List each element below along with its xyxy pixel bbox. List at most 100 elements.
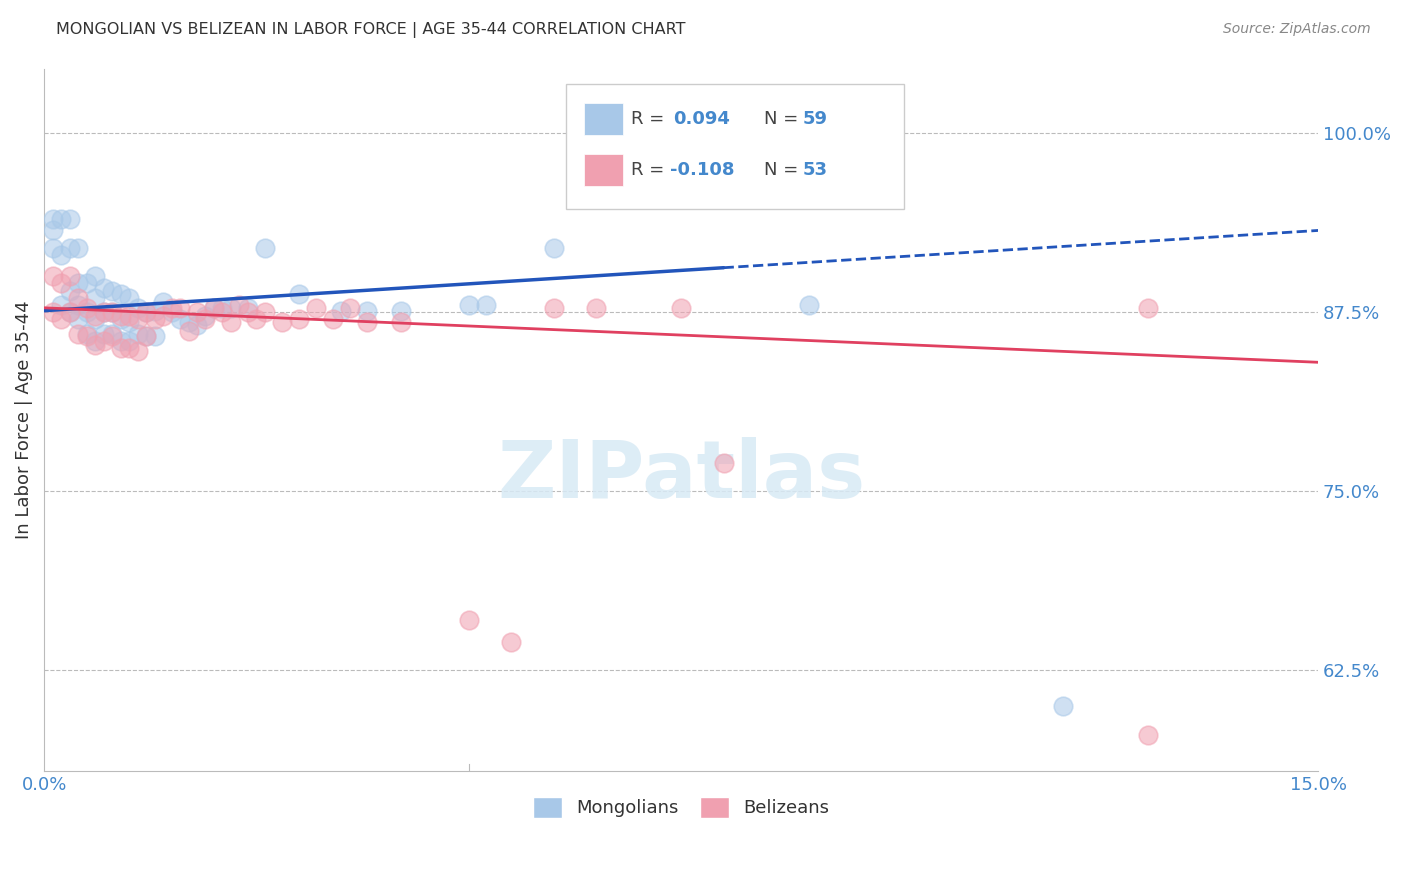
Point <box>169 312 191 326</box>
Point <box>118 315 141 329</box>
Point <box>457 613 479 627</box>
Text: MONGOLIAN VS BELIZEAN IN LABOR FORCE | AGE 35-44 CORRELATION CHART: MONGOLIAN VS BELIZEAN IN LABOR FORCE | A… <box>56 22 686 38</box>
Point <box>160 301 183 315</box>
Point <box>118 310 141 324</box>
Point <box>356 303 378 318</box>
Bar <box>585 103 623 135</box>
Point <box>84 269 107 284</box>
Point <box>186 305 208 319</box>
Point <box>389 315 412 329</box>
Point <box>101 329 124 343</box>
Point <box>58 284 80 298</box>
Point <box>93 334 115 348</box>
Point <box>127 312 149 326</box>
Point <box>84 334 107 348</box>
Point <box>330 303 353 318</box>
Point <box>797 298 820 312</box>
Point <box>288 286 311 301</box>
Point <box>219 301 242 315</box>
Point <box>143 312 166 326</box>
Point <box>177 324 200 338</box>
Point <box>49 248 72 262</box>
Y-axis label: In Labor Force | Age 35-44: In Labor Force | Age 35-44 <box>15 301 32 539</box>
Point <box>211 305 233 319</box>
Point <box>543 241 565 255</box>
Point <box>41 241 63 255</box>
Point <box>93 326 115 341</box>
Point <box>457 298 479 312</box>
Point <box>67 298 90 312</box>
Point <box>669 301 692 315</box>
Point <box>475 298 498 312</box>
Legend: Mongolians, Belizeans: Mongolians, Belizeans <box>526 789 837 825</box>
Point <box>135 329 157 343</box>
FancyBboxPatch shape <box>567 84 904 209</box>
Point <box>186 318 208 332</box>
Point <box>152 310 174 324</box>
Point <box>1137 301 1160 315</box>
Point <box>288 312 311 326</box>
Text: R =: R = <box>631 110 671 128</box>
Point <box>501 634 523 648</box>
Point <box>58 269 80 284</box>
Point <box>236 301 259 315</box>
Point <box>713 456 735 470</box>
Point <box>127 326 149 341</box>
Point <box>76 277 98 291</box>
Point <box>67 241 90 255</box>
Point <box>127 343 149 358</box>
Point <box>67 277 90 291</box>
Point <box>41 223 63 237</box>
Point <box>253 305 276 319</box>
Point <box>110 310 132 324</box>
Point <box>49 298 72 312</box>
Point <box>152 295 174 310</box>
Point <box>194 310 217 324</box>
Point <box>41 305 63 319</box>
Point <box>253 241 276 255</box>
Point <box>84 338 107 352</box>
Point <box>41 269 63 284</box>
Text: ZIPatlas: ZIPatlas <box>496 437 865 515</box>
Point <box>135 305 157 319</box>
Text: 59: 59 <box>803 110 827 128</box>
Point <box>1052 699 1074 714</box>
Point <box>101 305 124 319</box>
Point <box>76 301 98 315</box>
Text: N =: N = <box>763 110 804 128</box>
Point <box>339 301 361 315</box>
Point <box>101 305 124 319</box>
Text: 0.094: 0.094 <box>673 110 730 128</box>
Point <box>219 315 242 329</box>
Point <box>194 312 217 326</box>
Point <box>84 310 107 324</box>
Point <box>271 315 294 329</box>
Point <box>110 334 132 348</box>
Text: Source: ZipAtlas.com: Source: ZipAtlas.com <box>1223 22 1371 37</box>
Point <box>110 286 132 301</box>
Point <box>101 284 124 298</box>
Point <box>177 315 200 329</box>
Point <box>101 326 124 341</box>
Point <box>127 301 149 315</box>
Point <box>143 303 166 318</box>
Point <box>93 305 115 319</box>
Point <box>67 326 90 341</box>
Point <box>202 301 225 315</box>
Point <box>41 211 63 226</box>
Text: R =: R = <box>631 161 671 179</box>
Point <box>135 305 157 319</box>
Point <box>211 301 233 315</box>
Point <box>49 211 72 226</box>
Point <box>93 281 115 295</box>
Point <box>169 301 191 315</box>
Point <box>58 241 80 255</box>
Point <box>245 312 267 326</box>
Point <box>84 312 107 326</box>
Point <box>228 298 250 312</box>
Point <box>389 303 412 318</box>
Point <box>118 291 141 305</box>
Point <box>160 305 183 319</box>
Point <box>118 334 141 348</box>
Point <box>543 301 565 315</box>
